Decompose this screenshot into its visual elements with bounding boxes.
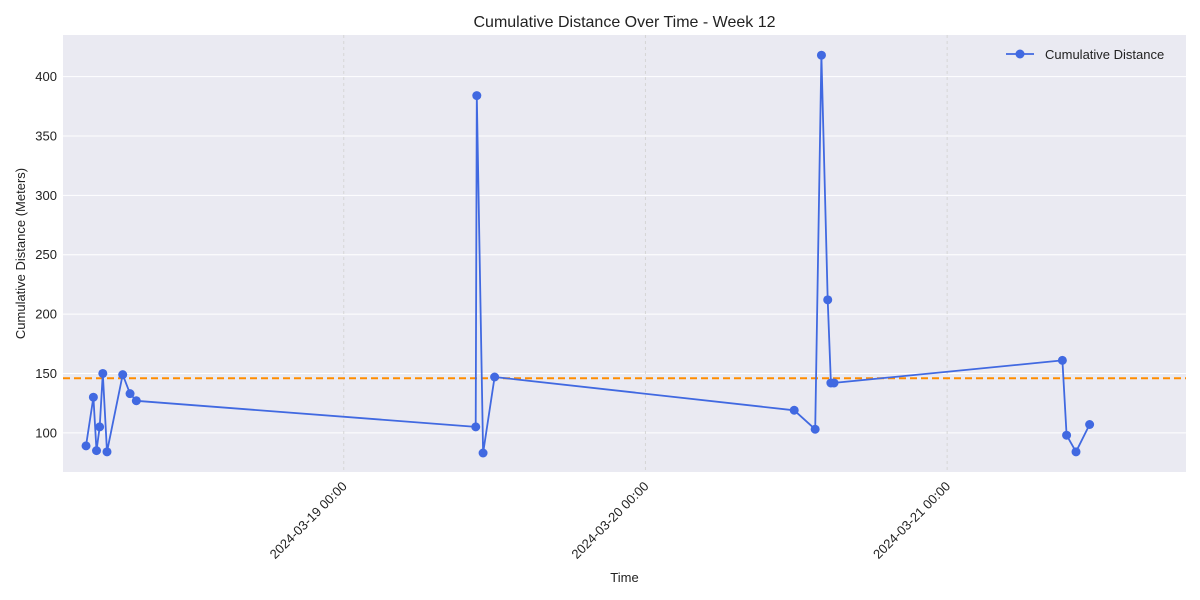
x-axis-title: Time (610, 570, 638, 585)
data-point (816, 50, 826, 60)
legend-label: Cumulative Distance (1045, 47, 1164, 62)
data-point (102, 447, 112, 457)
data-point (1071, 447, 1081, 457)
data-point (92, 446, 102, 456)
x-tick-label: 2024-03-21 00:00 (870, 479, 953, 562)
data-point (810, 424, 820, 434)
chart-title: Cumulative Distance Over Time - Week 12 (473, 14, 775, 31)
data-point (1062, 430, 1072, 440)
plot-area (63, 35, 1186, 472)
data-point (118, 370, 128, 380)
data-point (131, 396, 141, 406)
y-tick-label: 400 (35, 69, 57, 84)
y-tick-label: 250 (35, 247, 57, 262)
data-point (95, 422, 105, 432)
data-point (471, 422, 481, 432)
data-point (490, 372, 500, 382)
y-axis-title: Cumulative Distance (Meters) (13, 168, 28, 339)
data-point (88, 392, 98, 402)
data-point (81, 441, 91, 451)
x-tick-label: 2024-03-20 00:00 (568, 479, 651, 562)
y-tick-label: 150 (35, 366, 57, 381)
data-point (125, 389, 135, 399)
series-layer (81, 50, 1095, 458)
data-point (829, 378, 839, 388)
x-tick-label: 2024-03-19 00:00 (267, 479, 350, 562)
y-tick-label: 300 (35, 188, 57, 203)
data-point (98, 368, 108, 378)
data-point (823, 295, 833, 305)
grid-lines (63, 35, 1186, 472)
legend: Cumulative Distance (1006, 47, 1164, 62)
data-point (472, 91, 482, 101)
y-tick-label: 100 (35, 425, 57, 440)
y-tick-label: 350 (35, 128, 57, 143)
data-point (1085, 420, 1095, 429)
y-tick-label: 200 (35, 307, 57, 322)
data-point (789, 405, 799, 415)
legend-marker (1015, 49, 1025, 59)
data-point (1057, 355, 1067, 365)
data-point (478, 448, 488, 458)
